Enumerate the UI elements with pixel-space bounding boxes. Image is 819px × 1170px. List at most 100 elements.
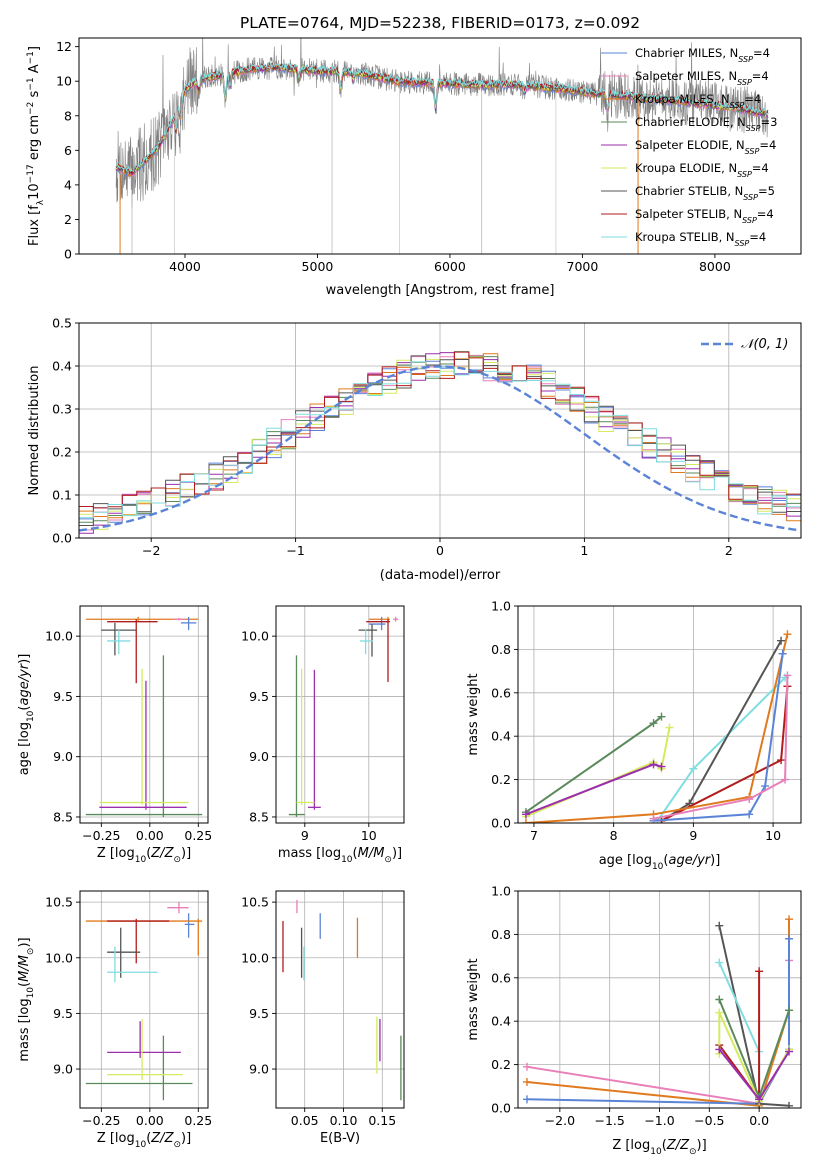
mass-weight-vs-age-line-kroupa-elodie	[525, 727, 671, 818]
residuals-gaussian-curve	[79, 365, 799, 532]
mass-vs-EBV-xtick-label-0: 0.05	[291, 1113, 319, 1128]
mass-vs-EBV-ytick-label-2: 10.0	[241, 950, 269, 965]
mass-vs-EBV-ytick-label-3: 10.5	[241, 895, 269, 910]
age-vs-mass-ytick-label-2: 9.5	[249, 689, 269, 704]
spectrum-xtick-label-4: 8000	[699, 259, 731, 274]
figure-title: PLATE=0764, MJD=52238, FIBERID=0173, z=0…	[240, 14, 640, 32]
age-vs-Z-xtick-label-0: −0.25	[82, 828, 120, 843]
spectrum-ylabel: Flux [fλ10−17 erg cm−2 s−1 A−1]	[26, 46, 46, 246]
spectrum-xtick-label-3: 7000	[567, 259, 599, 274]
spectrum-legend-label-0: Chabrier MILES, NSSP=4	[635, 46, 770, 64]
mass-weight-vs-Z-line-salpeter-elodie-marker-2	[785, 1047, 794, 1056]
mass-weight-vs-age-xlabel: age [log10(age/yr)]	[599, 853, 721, 872]
age-vs-mass-frame	[275, 605, 405, 824]
mass-weight-vs-age-ytick-label-2: 0.4	[491, 729, 511, 744]
mass-vs-Z-ytick-label-2: 10.0	[45, 950, 73, 965]
spectrum-legend-label-5: Kroupa ELODIE, NSSP=4	[635, 161, 769, 179]
spectrum-legend-label-6: Chabrier STELIB, NSSP=5	[635, 184, 775, 202]
mass-weight-vs-Z-line-kroupa-miles-marker-0	[522, 1077, 531, 1086]
spectrum-legend-label-1: Salpeter MILES, NSSP=4	[635, 69, 769, 87]
mass-weight-vs-Z-ytick-label-5: 1.0	[491, 884, 511, 899]
mass-vs-Z-xtick-label-2: 0.25	[184, 1113, 212, 1128]
mass-weight-vs-age-ytick-label-3: 0.6	[491, 685, 511, 700]
mass-vs-Z-ytick-label-1: 9.5	[53, 1006, 73, 1021]
residuals-ytick-label-5: 0.5	[52, 316, 72, 331]
mass-weight-vs-age-line-salpeter-elodie-marker-2	[657, 762, 666, 771]
mass-weight-vs-Z-line-kroupa-miles	[526, 919, 790, 1107]
mass-weight-vs-Z-plot-area	[522, 915, 794, 1108]
age-vs-Z-xlabel: Z [log10(Z/Z⊙)]	[97, 846, 191, 865]
mass-weight-vs-age-line-kroupa-stelib-marker-1	[689, 764, 698, 773]
mass-vs-Z-ylabel: mass [log10(M/M⊙)]	[17, 937, 36, 1061]
residuals-plot-area	[79, 351, 801, 534]
mass-weight-vs-Z-xtick-label-0: −2.0	[545, 1113, 575, 1128]
mass-weight-vs-Z-xlabel: Z [log10(Z/Z⊙)]	[612, 1138, 706, 1157]
residuals-legend-label: 𝒩(0, 1)	[741, 337, 788, 352]
mass-weight-vs-age-xtick-label-3: 10	[765, 828, 781, 843]
mass-weight-vs-Z-line-chabrier-miles-marker-3	[785, 934, 794, 943]
age-vs-Z-xtick-label-2: 0.25	[184, 828, 212, 843]
residuals-xtick-label-4: 2	[725, 543, 733, 558]
residuals-hist-kroupa-stelib	[79, 361, 801, 527]
spectrum-xtick-label-1: 5000	[302, 259, 334, 274]
residuals-xtick-label-3: 1	[580, 543, 588, 558]
age-vs-Z-ytick-label-2: 9.5	[53, 689, 73, 704]
mass-weight-vs-age-ylabel: mass weight	[466, 673, 481, 755]
mass-weight-vs-age-line-salpeter-miles-marker-2	[781, 775, 790, 784]
mass-weight-vs-age-line-chabrier-miles	[653, 653, 784, 822]
mass-weight-vs-age-line-salpeter-elodie-marker-0	[521, 810, 530, 819]
spectrum-ytick-label-3: 6	[64, 143, 72, 158]
mass-vs-Z-xtick-label-1: 0.00	[136, 1113, 164, 1128]
mass-weight-vs-Z-xtick-label-1: −1.5	[594, 1113, 624, 1128]
mass-weight-vs-age-ytick-label-0: 0.0	[491, 816, 511, 831]
mass-weight-vs-Z-panel: −2.0 −1.5 −1.0 −0.5 0.0 0.0 0.2 0.4 0.6 0.8 1.0 Z […	[466, 884, 802, 1157]
age-vs-Z-frame	[79, 605, 209, 824]
residuals-ytick-label-4: 0.4	[52, 359, 72, 374]
mass-weight-vs-age-xtick-label-0: 7	[530, 828, 538, 843]
mass-weight-vs-age-line-salpeter-miles	[653, 675, 789, 820]
age-vs-Z-xtick-label-1: 0.00	[136, 828, 164, 843]
mass-weight-vs-age-line-salpeter-miles-marker-1	[745, 795, 754, 804]
mass-vs-Z-xtick-label-0: −0.25	[82, 1113, 120, 1128]
mass-weight-vs-age-line-chabrier-stelib-marker-2	[777, 636, 786, 645]
spectrum-ytick-label-2: 4	[64, 177, 72, 192]
spectrum-xtick-label-0: 4000	[169, 259, 201, 274]
residuals-ylabel: Normed distribution	[27, 366, 42, 496]
mass-weight-vs-age-line-kroupa-stelib	[656, 676, 786, 822]
mass-weight-vs-Z-line-chabrier-stelib-marker-0	[715, 921, 724, 930]
residuals-ytick-label-0: 0.0	[52, 531, 72, 546]
spectrum-legend-label-4: Salpeter ELODIE, NSSP=4	[635, 138, 776, 156]
mass-vs-Z-ytick-label-0: 9.0	[53, 1062, 73, 1077]
mass-vs-EBV-frame	[275, 890, 405, 1109]
spectrum-legend-label-2: Kroupa MILES, NSSP=4	[635, 92, 761, 110]
mass-weight-vs-age-line-salpeter-elodie-marker-1	[649, 760, 658, 769]
residuals-frame	[78, 322, 802, 539]
mass-weight-vs-age-ytick-label-4: 0.8	[491, 642, 511, 657]
age-vs-Z-plot-area	[85, 616, 203, 817]
spectrum-plot-area	[115, 38, 769, 254]
mass-vs-EBV-ytick-label-0: 9.0	[249, 1062, 269, 1077]
mass-vs-EBV-xlabel: E(B-V)	[320, 1131, 360, 1146]
mass-vs-Z-frame	[79, 890, 209, 1109]
residuals-xtick-label-0: −2	[142, 543, 160, 558]
age-vs-mass-ytick-label-0: 8.5	[249, 809, 269, 824]
residuals-ytick-label-3: 0.3	[52, 402, 72, 417]
mass-weight-vs-Z-ytick-label-4: 0.8	[491, 927, 511, 942]
mass-weight-vs-Z-line-kroupa-stelib-marker-0	[715, 958, 724, 967]
mass-weight-vs-Z-line-chabrier-elodie	[718, 999, 790, 1101]
spectrum-ytick-label-1: 2	[64, 212, 72, 227]
mass-weight-vs-age-panel: 7 8 9 10 0.0 0.2 0.4 0.6 0.8 1.0 age [log10(age/yr…	[466, 599, 802, 872]
mass-vs-EBV-panel: 0.05 0.10 0.15 9.0 9.5 10.0 10.5 E(B-V)	[241, 890, 405, 1146]
age-vs-mass-plot-area	[288, 616, 399, 817]
age-vs-mass-xtick-label-1: 10	[361, 828, 377, 843]
mass-weight-vs-age-xtick-label-1: 8	[610, 828, 618, 843]
mass-weight-vs-age-line-salpeter-miles-marker-0	[649, 814, 658, 823]
residuals-panel: −2 −1 0 1 2 0.0 0.1 0.2 0.3 0.4 0.5 𝒩(0, 1) (data-mo…	[27, 316, 802, 583]
age-vs-Z-ytick-label-1: 9.0	[53, 749, 73, 764]
residuals-ytick-label-1: 0.1	[52, 488, 72, 503]
spectrum-model-kroupa-stelib	[115, 61, 769, 173]
mass-vs-Z-ytick-label-3: 10.5	[45, 895, 73, 910]
mass-weight-vs-age-line-chabrier-miles-marker-1	[745, 810, 754, 819]
mass-weight-vs-age-xtick-label-2: 9	[689, 828, 697, 843]
mass-weight-vs-Z-line-salpeter-elodie-marker-0	[715, 1045, 724, 1054]
